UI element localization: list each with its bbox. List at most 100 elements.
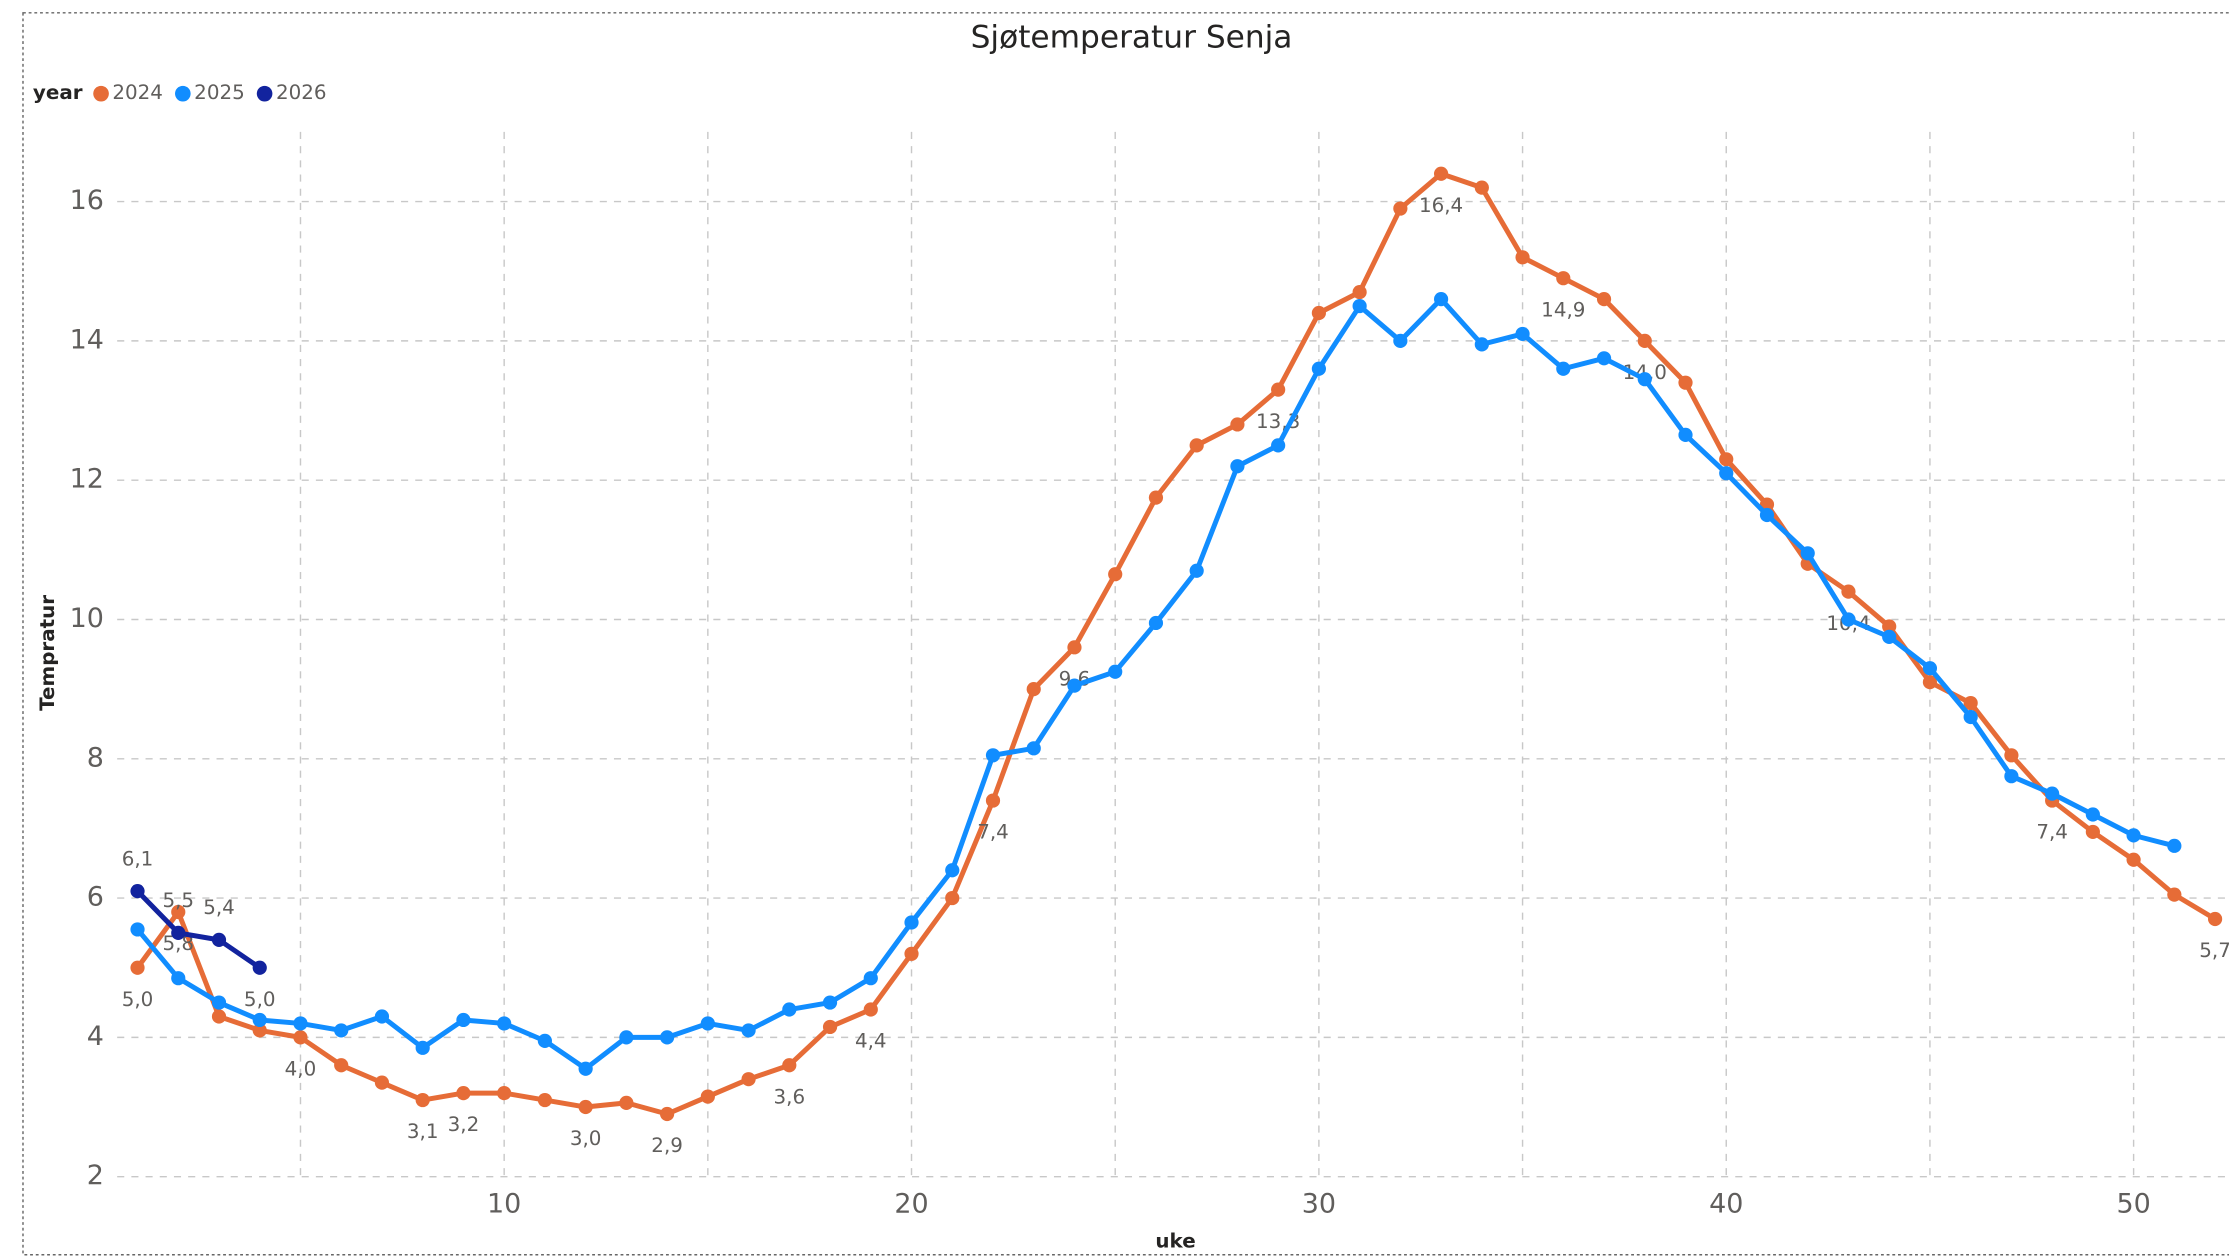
data-point (374, 1009, 390, 1024)
data-label: 3,6 (774, 1085, 806, 1108)
data-point (1230, 459, 1245, 474)
data-point (1352, 285, 1367, 300)
data-point (334, 1058, 349, 1073)
data-point (1026, 682, 1041, 697)
x-tick-label: 40 (1709, 1189, 1743, 1220)
y-tick-label: 2 (87, 1160, 104, 1191)
data-point (700, 1016, 715, 1031)
data-point (293, 1016, 308, 1031)
y-tick-label: 8 (87, 742, 104, 773)
data-label: 5,0 (244, 988, 276, 1011)
data-point (1189, 563, 1204, 578)
series: 5,05,84,03,13,23,02,93,64,47,49,613,316,… (122, 166, 2229, 1157)
data-label: 2,9 (651, 1134, 683, 1157)
data-point (2045, 786, 2060, 801)
data-point (822, 1019, 838, 1035)
data-label: 3,2 (448, 1113, 480, 1136)
data-point (497, 1016, 512, 1031)
data-point (2207, 911, 2223, 927)
data-label: 3,1 (407, 1120, 439, 1143)
data-point (1719, 452, 1734, 467)
data-point (2167, 887, 2182, 902)
data-point (2085, 807, 2100, 822)
data-point (945, 863, 960, 878)
data-point (619, 1030, 634, 1045)
data-point (1556, 271, 1571, 286)
data-point (1515, 250, 1530, 265)
data-point (1311, 361, 1326, 376)
data-point (374, 1075, 390, 1090)
data-point (1963, 695, 1978, 711)
data-point (2126, 828, 2141, 843)
y-axis-title: Tempratur (36, 595, 59, 711)
data-label: 7,4 (977, 821, 1009, 844)
legend-label: 2026 (276, 81, 327, 104)
y-tick-label: 16 (70, 185, 104, 216)
data-point (945, 890, 960, 906)
data-point (741, 1072, 756, 1087)
data-point (1515, 326, 1530, 342)
data-point (578, 1061, 593, 1076)
data-label: 5,4 (203, 896, 235, 919)
data-point (2085, 824, 2100, 840)
data-point (1922, 661, 1938, 676)
data-point (1637, 372, 1652, 387)
data-point (2004, 769, 2019, 784)
data-point (1474, 180, 1489, 195)
data-point (1352, 298, 1367, 314)
data-point (1148, 490, 1164, 505)
data-point (1596, 351, 1612, 366)
data-point (1230, 417, 1245, 432)
legend-marker (256, 85, 273, 102)
data-point (2126, 852, 2141, 867)
data-label: 16,4 (1419, 194, 1463, 217)
data-point (2004, 748, 2019, 763)
data-point (415, 1092, 430, 1108)
data-point (660, 1030, 675, 1045)
data-point (334, 1023, 349, 1038)
data-point (1433, 166, 1449, 181)
data-point (1108, 664, 1123, 679)
data-label: 4,0 (285, 1058, 317, 1081)
data-point (1719, 466, 1734, 481)
data-point (904, 915, 919, 930)
series: 6,1 5,5 5,4 5,0 (122, 847, 276, 1010)
data-point (985, 748, 1001, 763)
y-tick-label: 6 (87, 882, 104, 913)
x-tick-label: 20 (894, 1189, 928, 1220)
frame (22, 12, 2229, 1256)
data-point (1067, 640, 1082, 655)
series-line (135, 889, 262, 970)
data-point (537, 1033, 552, 1048)
data-label: 5,0 (122, 988, 154, 1011)
legend-marker (93, 85, 109, 102)
data-point (1393, 201, 1408, 216)
data-point (171, 971, 186, 986)
data-point (1678, 375, 1693, 390)
data-point (415, 1040, 430, 1055)
y-tick-label: 4 (87, 1021, 104, 1052)
data-point (2167, 838, 2182, 853)
data-label: 5,5 (162, 889, 194, 912)
data-point (1393, 333, 1408, 348)
data-point (1067, 678, 1082, 693)
series-line (135, 296, 2175, 1072)
data-point (130, 960, 145, 975)
data-point (1433, 291, 1449, 307)
legend-label: 2025 (194, 81, 245, 104)
data-point (904, 946, 919, 961)
data-point (660, 1106, 675, 1122)
x-tick-label: 30 (1302, 1189, 1336, 1220)
data-point (700, 1089, 715, 1104)
data-point (1922, 675, 1938, 690)
y-tick-label: 14 (70, 324, 104, 355)
data-point (1800, 546, 1815, 561)
series-line (135, 171, 2217, 1117)
data-point (822, 995, 838, 1010)
data-point (1271, 438, 1286, 453)
data-point (1026, 741, 1041, 756)
x-tick-label: 10 (487, 1189, 521, 1220)
data-point (252, 1023, 267, 1038)
data-point (1678, 427, 1693, 443)
